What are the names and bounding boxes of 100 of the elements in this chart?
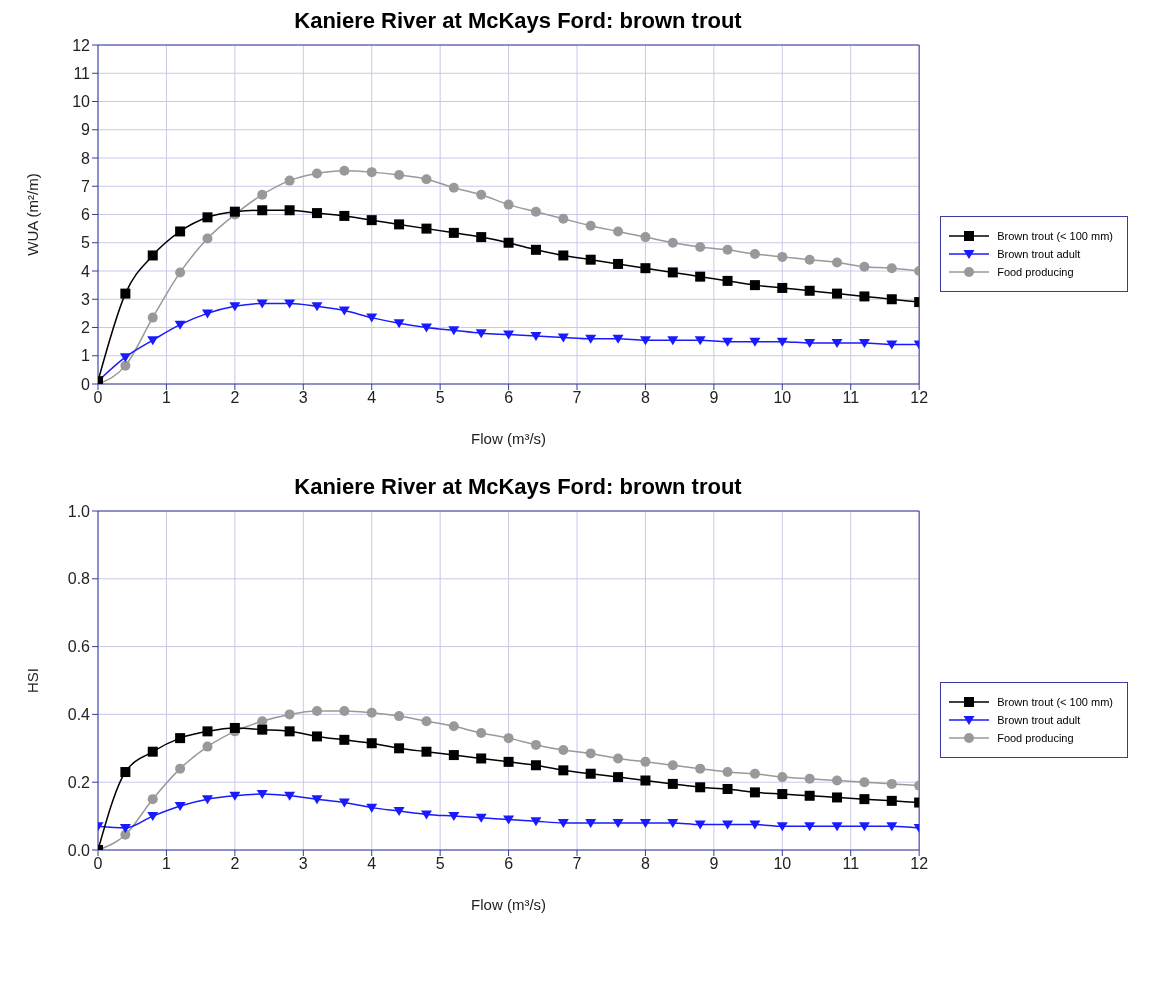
point	[777, 772, 788, 783]
point	[476, 753, 487, 764]
x-tick-label: 5	[435, 855, 445, 873]
x-tick-label: 1	[161, 389, 171, 407]
point	[613, 772, 624, 783]
point	[749, 280, 760, 291]
point	[776, 337, 788, 347]
legend-label: Food producing	[997, 266, 1074, 278]
point	[585, 768, 596, 779]
point	[859, 777, 870, 788]
point	[530, 206, 541, 217]
point	[339, 734, 350, 745]
y-tick-label: 0.4	[67, 706, 91, 724]
point	[776, 822, 788, 832]
point	[257, 205, 268, 216]
point	[339, 210, 350, 221]
y-tick-label: 0.0	[67, 841, 91, 859]
point	[175, 763, 186, 774]
point	[503, 756, 514, 767]
point	[804, 339, 816, 349]
point	[749, 768, 760, 779]
point	[831, 822, 843, 832]
point	[284, 205, 295, 216]
y-tick-label: 5	[81, 234, 91, 252]
point	[448, 721, 459, 732]
y-tick-label: 2	[81, 319, 91, 337]
point	[503, 733, 514, 744]
x-tick-label: 7	[572, 855, 582, 873]
point	[284, 175, 295, 186]
point	[284, 726, 295, 737]
point	[832, 288, 843, 299]
point	[420, 810, 432, 820]
point	[777, 282, 788, 293]
y-tick-label: 0.8	[67, 570, 91, 588]
point	[530, 760, 541, 771]
point	[475, 813, 487, 823]
point	[366, 803, 378, 813]
point	[585, 254, 596, 265]
point	[421, 174, 432, 185]
point	[749, 820, 761, 830]
x-tick-label: 10	[773, 855, 792, 873]
point	[174, 801, 186, 811]
point	[366, 707, 377, 718]
point	[886, 778, 897, 789]
point	[366, 167, 377, 178]
point	[393, 319, 405, 329]
point	[640, 232, 651, 243]
legend-label: Brown trout adult	[997, 248, 1081, 260]
x-tick-label: 3	[298, 389, 308, 407]
point	[749, 787, 760, 798]
point	[147, 312, 158, 323]
point	[394, 743, 405, 754]
point	[612, 334, 624, 344]
point	[394, 711, 405, 722]
point	[256, 299, 268, 309]
point	[667, 267, 678, 278]
point	[284, 709, 295, 720]
point	[722, 820, 734, 830]
point	[558, 765, 569, 776]
point	[448, 227, 459, 238]
point	[695, 271, 706, 282]
point	[311, 795, 323, 805]
point	[120, 360, 131, 371]
point	[421, 223, 432, 234]
point	[202, 741, 213, 752]
point	[695, 763, 706, 774]
x-tick-label: 0	[93, 389, 103, 407]
point	[229, 722, 240, 733]
point	[257, 724, 268, 735]
point	[393, 807, 405, 817]
x-tick-label: 6	[504, 389, 514, 407]
point	[175, 733, 186, 744]
point	[448, 326, 460, 336]
point	[338, 798, 350, 808]
point	[339, 165, 350, 176]
point	[804, 822, 816, 832]
x-tick-label: 4	[367, 389, 377, 407]
y-tick-label: 4	[81, 262, 91, 280]
x-tick-label: 8	[640, 389, 650, 407]
x-tick-label: 11	[842, 389, 860, 407]
point	[831, 339, 843, 349]
point	[585, 748, 596, 759]
point	[530, 739, 541, 750]
point	[557, 818, 569, 828]
point	[613, 226, 624, 237]
point	[503, 815, 515, 825]
point	[530, 817, 542, 827]
x-tick-label: 2	[230, 389, 240, 407]
point	[639, 818, 651, 828]
point	[147, 250, 158, 261]
point	[613, 753, 624, 764]
x-tick-label: 7	[572, 389, 582, 407]
point	[777, 789, 788, 800]
point	[174, 320, 186, 330]
point	[311, 208, 322, 219]
point	[256, 790, 268, 800]
x-tick-label: 12	[910, 855, 929, 873]
legend-label: Brown trout adult	[997, 714, 1081, 726]
y-tick-label: 1.0	[67, 502, 91, 520]
y-tick-label: 6	[81, 206, 91, 224]
